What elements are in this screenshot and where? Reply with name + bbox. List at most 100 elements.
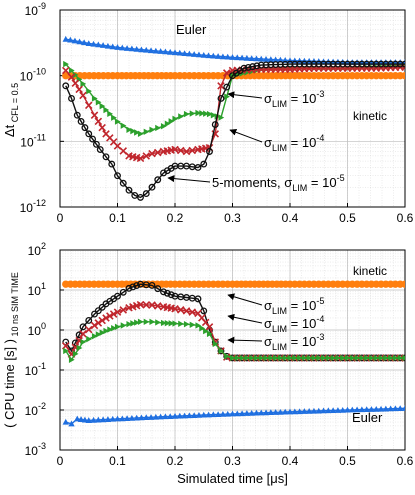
data-point	[85, 317, 93, 324]
data-point	[257, 61, 265, 69]
data-point	[182, 147, 191, 156]
data-point	[71, 37, 79, 44]
data-point	[219, 411, 227, 417]
data-point	[130, 127, 137, 135]
data-point	[203, 327, 209, 335]
data-point	[368, 406, 375, 412]
data-point	[119, 415, 126, 422]
data-point	[229, 354, 236, 362]
data-point	[90, 321, 99, 330]
data-point	[320, 407, 327, 414]
data-point	[149, 318, 156, 326]
data-point	[358, 60, 366, 68]
data-point	[133, 414, 140, 421]
data-point	[176, 306, 185, 314]
y-axis-label: Δt CFL = 0.5	[2, 83, 20, 137]
data-point	[80, 338, 87, 346]
data-point	[119, 288, 127, 296]
data-point	[306, 354, 313, 362]
data-point	[296, 408, 303, 415]
data-point	[160, 319, 167, 327]
data-point	[154, 285, 162, 293]
plot-area	[61, 35, 405, 201]
data-point	[186, 50, 193, 57]
data-point	[286, 408, 294, 415]
data-point	[123, 415, 131, 421]
data-point	[86, 335, 92, 343]
data-point	[164, 120, 171, 127]
data-point	[205, 411, 212, 418]
data-point	[130, 320, 137, 327]
data-point	[152, 47, 160, 54]
data-point	[113, 308, 122, 316]
y-tick-label: 10-3	[25, 441, 46, 458]
data-point	[372, 60, 380, 68]
data-point	[282, 408, 289, 415]
data-point	[315, 60, 323, 68]
data-point	[176, 49, 183, 56]
y-tick-label: 10-2	[25, 401, 46, 418]
x-tick-label: 0.1	[109, 211, 126, 225]
data-point	[160, 123, 167, 130]
data-point	[339, 406, 346, 413]
data-point	[153, 302, 162, 310]
data-point	[171, 49, 179, 56]
data-point	[143, 128, 150, 136]
data-point	[200, 160, 208, 168]
data-point	[282, 354, 289, 362]
data-point	[164, 319, 171, 327]
data-point	[217, 82, 225, 90]
data-point	[316, 354, 322, 362]
data-point	[310, 60, 318, 68]
data-point	[188, 146, 197, 155]
data-point	[396, 60, 404, 68]
annotation-kinetic: kinetic	[353, 264, 387, 278]
data-point	[91, 310, 98, 318]
data-point	[167, 291, 175, 299]
data-point	[363, 406, 370, 412]
data-point	[98, 303, 106, 311]
data-point	[339, 60, 347, 68]
data-point	[182, 307, 191, 315]
data-point	[138, 46, 145, 53]
data-point	[85, 417, 92, 423]
data-point	[114, 323, 121, 331]
data-point	[111, 114, 117, 121]
data-point	[397, 354, 404, 362]
series-s3	[63, 318, 405, 363]
data-point	[368, 60, 375, 68]
data-point	[81, 124, 89, 132]
data-point	[99, 416, 107, 423]
data-point	[325, 354, 332, 362]
data-point	[71, 79, 80, 87]
data-point	[329, 407, 337, 414]
data-point	[286, 60, 294, 68]
data-point	[162, 413, 169, 420]
data-point	[363, 60, 371, 68]
data-point	[224, 410, 231, 417]
annotation-s4: σLIM = 10-4	[264, 133, 324, 153]
data-point	[162, 48, 169, 55]
data-point	[195, 109, 202, 117]
data-point	[248, 55, 255, 61]
data-point	[85, 130, 93, 138]
data-point	[114, 415, 121, 422]
data-point	[189, 321, 196, 328]
x-tick-label: 0.3	[224, 454, 241, 468]
data-point	[382, 60, 390, 68]
data-point	[183, 320, 190, 328]
data-point	[68, 67, 75, 74]
data-point	[62, 82, 70, 90]
data-point	[358, 406, 366, 413]
data-point	[75, 85, 83, 94]
data-point	[310, 407, 318, 414]
data-point	[267, 61, 275, 69]
data-point	[253, 354, 260, 362]
annotation-s4: σLIM = 10-4	[264, 314, 324, 334]
data-point	[113, 142, 122, 150]
annotation-s5: 5-moments, σLIM = 10-5	[212, 173, 345, 193]
data-point	[189, 110, 196, 117]
data-point	[368, 354, 375, 362]
data-point	[89, 135, 97, 143]
data-point	[134, 319, 140, 326]
